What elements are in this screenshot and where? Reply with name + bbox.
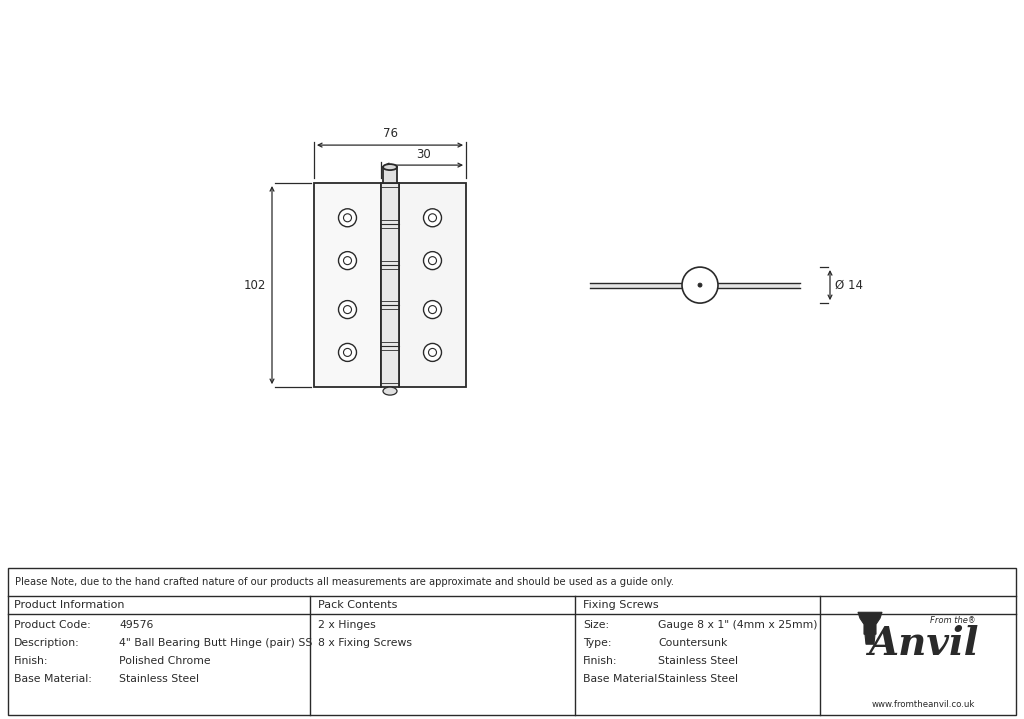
Text: 4" Ball Bearing Butt Hinge (pair) SS: 4" Ball Bearing Butt Hinge (pair) SS <box>119 638 312 649</box>
Bar <box>590 283 800 288</box>
Bar <box>381 183 399 387</box>
Text: Base Material:: Base Material: <box>583 674 660 684</box>
Circle shape <box>343 349 351 357</box>
Text: Stainless Steel: Stainless Steel <box>658 656 738 667</box>
Text: Stainless Steel: Stainless Steel <box>119 674 199 684</box>
Text: Gauge 8 x 1" (4mm x 25mm): Gauge 8 x 1" (4mm x 25mm) <box>658 620 817 631</box>
Circle shape <box>343 257 351 265</box>
Text: Product Information: Product Information <box>14 600 125 610</box>
Text: Polished Chrome: Polished Chrome <box>119 656 211 667</box>
Circle shape <box>339 301 356 319</box>
Circle shape <box>428 349 436 357</box>
Text: From the: From the <box>930 616 968 626</box>
Text: Description:: Description: <box>14 638 80 649</box>
Text: 49576: 49576 <box>119 620 154 631</box>
Circle shape <box>428 306 436 313</box>
Circle shape <box>428 214 436 221</box>
Text: 8 x Fixing Screws: 8 x Fixing Screws <box>318 638 412 649</box>
Circle shape <box>339 209 356 226</box>
Text: Size:: Size: <box>583 620 609 631</box>
Circle shape <box>682 267 718 303</box>
Bar <box>399 183 466 387</box>
Text: Anvil: Anvil <box>867 626 978 663</box>
Circle shape <box>424 344 441 362</box>
Text: Stainless Steel: Stainless Steel <box>658 674 738 684</box>
Circle shape <box>428 257 436 265</box>
Circle shape <box>343 214 351 221</box>
Text: Type:: Type: <box>583 638 611 649</box>
Text: 76: 76 <box>383 127 397 140</box>
Text: Fixing Screws: Fixing Screws <box>583 600 658 610</box>
Ellipse shape <box>383 164 397 170</box>
Circle shape <box>698 283 702 287</box>
Text: Please Note, due to the hand crafted nature of our products all measurements are: Please Note, due to the hand crafted nat… <box>15 577 674 587</box>
Text: ®: ® <box>968 616 976 626</box>
Text: Product Code:: Product Code: <box>14 620 91 631</box>
Polygon shape <box>865 634 874 644</box>
Text: Finish:: Finish: <box>14 656 48 667</box>
Circle shape <box>424 209 441 226</box>
Text: 102: 102 <box>244 278 266 292</box>
Bar <box>383 167 397 183</box>
Text: Finish:: Finish: <box>583 656 617 667</box>
Circle shape <box>343 306 351 313</box>
Circle shape <box>424 301 441 319</box>
Text: www.fromtheanvil.co.uk: www.fromtheanvil.co.uk <box>871 700 975 709</box>
Circle shape <box>339 344 356 362</box>
Bar <box>314 183 381 387</box>
Circle shape <box>424 252 441 270</box>
Text: Ø 14: Ø 14 <box>835 278 863 292</box>
Ellipse shape <box>383 387 397 395</box>
Text: Countersunk: Countersunk <box>658 638 727 649</box>
Text: 30: 30 <box>416 148 431 161</box>
Polygon shape <box>858 613 882 634</box>
Text: 2 x Hinges: 2 x Hinges <box>318 620 376 631</box>
Circle shape <box>339 252 356 270</box>
Text: Base Material:: Base Material: <box>14 674 92 684</box>
Text: Pack Contents: Pack Contents <box>318 600 397 610</box>
